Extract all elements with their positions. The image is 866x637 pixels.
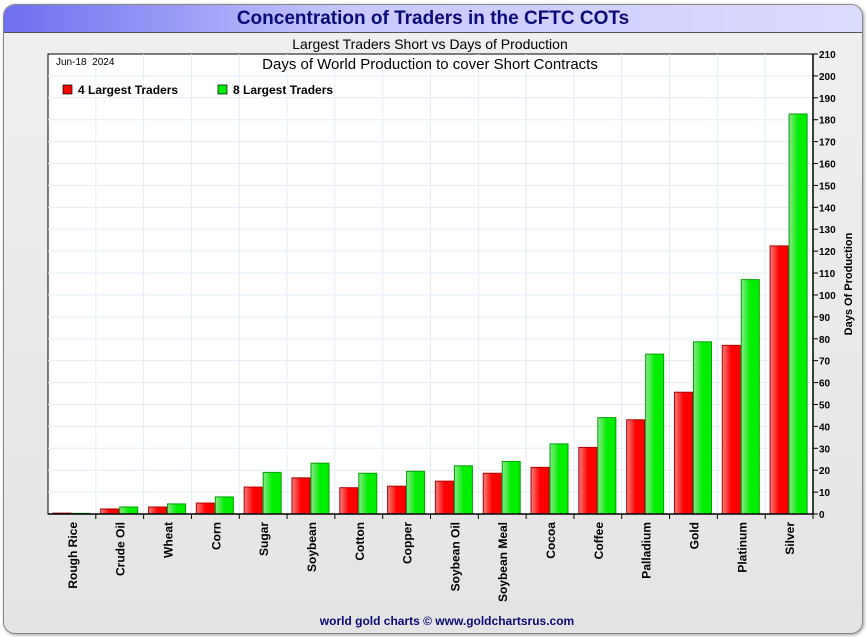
x-tick-label: Palladium <box>640 522 654 579</box>
chart-title: Concentration of Traders in the CFTC COT… <box>4 5 862 33</box>
x-tick-label: Rough Rice <box>66 522 80 589</box>
footer-credit: world gold charts © www.goldchartsrus.co… <box>319 614 574 628</box>
bar-4-largest <box>482 472 502 515</box>
x-tick-label: Gold <box>687 522 701 549</box>
y-tick-label: 200 <box>819 72 836 83</box>
chart-subtitle-1: Largest Traders Short vs Days of Product… <box>292 36 567 52</box>
x-tick-label: Silver <box>783 522 797 555</box>
y-tick-label: 10 <box>819 488 831 499</box>
x-tick-label: Platinum <box>735 522 749 573</box>
bar-8-largest <box>310 462 330 515</box>
bar-8-largest <box>692 341 712 515</box>
legend-swatch-4 <box>62 84 73 95</box>
y-tick-label: 210 <box>819 50 836 61</box>
y-tick-label: 140 <box>819 203 836 214</box>
bar-8-largest <box>358 472 378 515</box>
y-tick-label: 100 <box>819 291 836 302</box>
bar-4-largest <box>291 477 311 515</box>
x-tick-label: Copper <box>401 522 415 564</box>
y-tick-label: 60 <box>819 379 831 390</box>
bar-8-largest <box>262 471 282 515</box>
x-tick-label: Soybean Oil <box>448 522 462 591</box>
x-tick-label: Cotton <box>353 522 367 561</box>
y-tick-label: 20 <box>819 466 831 477</box>
y-tick-label: 30 <box>819 444 831 455</box>
y-tick-label: 70 <box>819 357 831 368</box>
y-tick-label: 130 <box>819 225 836 236</box>
legend-label-8: 8 Largest Traders <box>233 83 333 97</box>
bar-8-largest <box>549 443 569 515</box>
bar-8-largest <box>597 417 617 515</box>
bar-8-largest <box>740 279 760 515</box>
y-tick-label: 190 <box>819 94 836 105</box>
date-label: Jun-18 2024 <box>56 57 115 68</box>
bar-8-largest <box>501 460 521 515</box>
y-tick-label: 120 <box>819 247 836 258</box>
bar-4-largest <box>673 391 693 515</box>
bar-4-largest <box>626 419 646 515</box>
bar-4-largest <box>769 245 789 515</box>
bar-8-largest <box>788 113 808 515</box>
bar-4-largest <box>434 480 454 515</box>
bar-4-largest <box>339 487 359 515</box>
bar-4-largest <box>243 486 263 515</box>
x-tick-label: Corn <box>209 522 223 550</box>
y-tick-label: 180 <box>819 116 836 127</box>
x-tick-label: Soybean Meal <box>496 522 510 602</box>
x-tick-label: Coffee <box>592 522 606 560</box>
bar-4-largest <box>100 508 120 515</box>
x-tick-label: Crude Oil <box>114 522 128 576</box>
y-axis-label: Days Of Production <box>843 232 855 335</box>
y-tick-label: 150 <box>819 181 836 192</box>
y-tick-label: 80 <box>819 335 831 346</box>
bar-8-largest <box>406 470 426 515</box>
y-tick-label: 40 <box>819 422 831 433</box>
y-tick-label: 170 <box>819 138 836 149</box>
x-tick-label: Soybean <box>305 522 319 572</box>
x-tick-label: Sugar <box>257 522 271 556</box>
bar-8-largest <box>167 503 187 515</box>
y-tick-label: 90 <box>819 313 831 324</box>
bar-8-largest <box>119 506 139 515</box>
bar-8-largest <box>214 496 234 515</box>
bar-4-largest <box>148 506 168 515</box>
y-tick-label: 110 <box>819 269 836 280</box>
bar-4-largest <box>387 485 407 515</box>
bar-8-largest <box>453 465 473 515</box>
x-tick-label: Wheat <box>162 522 176 558</box>
x-tick-label: Cocoa <box>544 522 558 559</box>
chart-subtitle-2: Days of World Production to cover Short … <box>262 56 598 73</box>
y-tick-label: 0 <box>819 510 825 521</box>
bar-8-largest <box>645 353 665 515</box>
legend-label-4: 4 Largest Traders <box>78 83 178 97</box>
bar-4-largest <box>578 446 598 515</box>
legend-swatch-8 <box>217 84 228 95</box>
y-tick-label: 160 <box>819 160 836 171</box>
bar-4-largest <box>195 502 215 515</box>
bar-4-largest <box>721 344 741 515</box>
y-tick-label: 50 <box>819 400 831 411</box>
bar-4-largest <box>530 466 550 515</box>
